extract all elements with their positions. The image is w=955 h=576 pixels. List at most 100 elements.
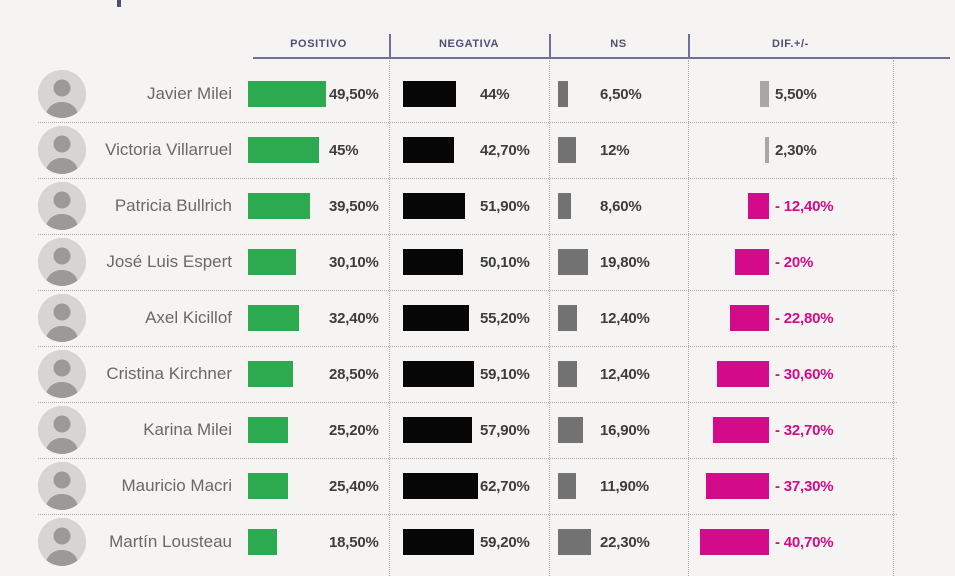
positivo-cell: 25,20% [248, 402, 379, 458]
ns-value: 22,30% [600, 533, 650, 551]
row-separator [38, 346, 897, 347]
ns-bar [558, 473, 576, 499]
table-row: Victoria Villarruel 45% 42,70% 12% 2,30% [0, 122, 955, 178]
negativa-value: 50,10% [480, 253, 530, 271]
positivo-value: 25,20% [329, 421, 379, 439]
column-separator [893, 60, 894, 576]
row-separator [38, 458, 897, 459]
positivo-cell: 39,50% [248, 178, 379, 234]
negativa-value: 59,20% [480, 533, 530, 551]
person-name: Patricia Bullrich [114, 196, 232, 215]
ns-cell: 22,30% [558, 514, 650, 570]
person-icon [38, 238, 86, 286]
person-icon [38, 182, 86, 230]
avatar [38, 126, 86, 174]
dif-bar [713, 417, 769, 443]
column-separator [688, 60, 689, 576]
dif-cell: - 32,70% [700, 402, 834, 458]
ns-cell: 16,90% [558, 402, 650, 458]
positivo-value: 25,40% [329, 477, 379, 495]
positivo-bar [248, 473, 289, 499]
ns-bar [558, 81, 568, 107]
person-icon [38, 462, 86, 510]
dif-cell: - 20% [700, 234, 813, 290]
ns-bar [558, 417, 584, 443]
row-separator [38, 402, 897, 403]
dif-cell: - 22,80% [700, 290, 834, 346]
table-row: Axel Kicillof 32,40% 55,20% 12,40% - 22,… [0, 290, 955, 346]
ns-cell: 12,40% [558, 290, 650, 346]
ns-value: 16,90% [600, 421, 650, 439]
negativa-value: 51,90% [480, 197, 530, 215]
dif-value: - 20% [775, 253, 814, 271]
title-fragment [117, 0, 121, 7]
positivo-cell: 30,10% [248, 234, 379, 290]
positivo-cell: 25,40% [248, 458, 379, 514]
person-name: Axel Kicillof [145, 308, 232, 327]
dif-bar [705, 473, 769, 499]
negativa-cell: 57,90% [403, 402, 530, 458]
dif-bar [735, 249, 769, 275]
ns-value: 11,90% [600, 477, 649, 495]
avatar [38, 182, 86, 230]
ns-bar [558, 137, 576, 163]
person-name: José Luis Espert [106, 252, 232, 271]
negativa-value: 57,90% [480, 421, 530, 439]
column-separator [389, 60, 390, 576]
header-separator [549, 34, 551, 57]
column-header-dif: DIF.+/- [772, 38, 809, 50]
dif-value: 2,30% [775, 141, 817, 159]
dif-value: - 40,70% [775, 533, 834, 551]
positivo-bar [248, 305, 300, 331]
negativa-cell: 50,10% [403, 234, 530, 290]
dif-value: 5,50% [775, 85, 817, 103]
dif-cell: 5,50% [700, 66, 817, 122]
table-row: José Luis Espert 30,10% 50,10% 19,80% - … [0, 234, 955, 290]
ns-bar [558, 305, 577, 331]
header-separator [688, 34, 690, 57]
negativa-cell: 42,70% [403, 122, 530, 178]
row-separator [38, 178, 897, 179]
person-icon [38, 294, 86, 342]
positivo-bar [248, 417, 288, 443]
ns-value: 19,80% [600, 253, 650, 271]
negativa-bar [403, 473, 479, 499]
negativa-bar [403, 193, 466, 219]
person-icon [38, 70, 86, 118]
header-underline [253, 57, 950, 59]
avatar [38, 294, 86, 342]
table-row: Karina Milei 25,20% 57,90% 16,90% - 32,7… [0, 402, 955, 458]
positivo-value: 39,50% [329, 197, 379, 215]
dif-bar [765, 137, 769, 163]
ns-value: 12,40% [600, 365, 650, 383]
negativa-bar [403, 249, 464, 275]
negativa-bar [403, 361, 474, 387]
ns-bar [558, 529, 592, 555]
avatar [38, 518, 86, 566]
avatar [38, 70, 86, 118]
person-name: Cristina Kirchner [106, 364, 232, 383]
dif-bar [716, 361, 769, 387]
negativa-value: 42,70% [480, 141, 530, 159]
dif-value: - 12,40% [775, 197, 834, 215]
table-row: Patricia Bullrich 39,50% 51,90% 8,60% - … [0, 178, 955, 234]
dif-bar [759, 81, 769, 107]
negativa-value: 55,20% [480, 309, 530, 327]
positivo-bar [248, 249, 296, 275]
row-separator [38, 234, 897, 235]
negativa-bar [403, 417, 473, 443]
column-separator [549, 60, 550, 576]
positivo-value: 32,40% [329, 309, 379, 327]
positivo-bar [248, 193, 311, 219]
row-separator [38, 514, 897, 515]
avatar [38, 350, 86, 398]
person-name: Victoria Villarruel [105, 140, 232, 159]
negativa-cell: 44% [403, 66, 510, 122]
positivo-bar [248, 529, 278, 555]
column-header-ns: NS [610, 38, 627, 50]
person-icon [38, 406, 86, 454]
negativa-bar [403, 529, 475, 555]
negativa-cell: 59,10% [403, 346, 530, 402]
ns-cell: 6,50% [558, 66, 642, 122]
